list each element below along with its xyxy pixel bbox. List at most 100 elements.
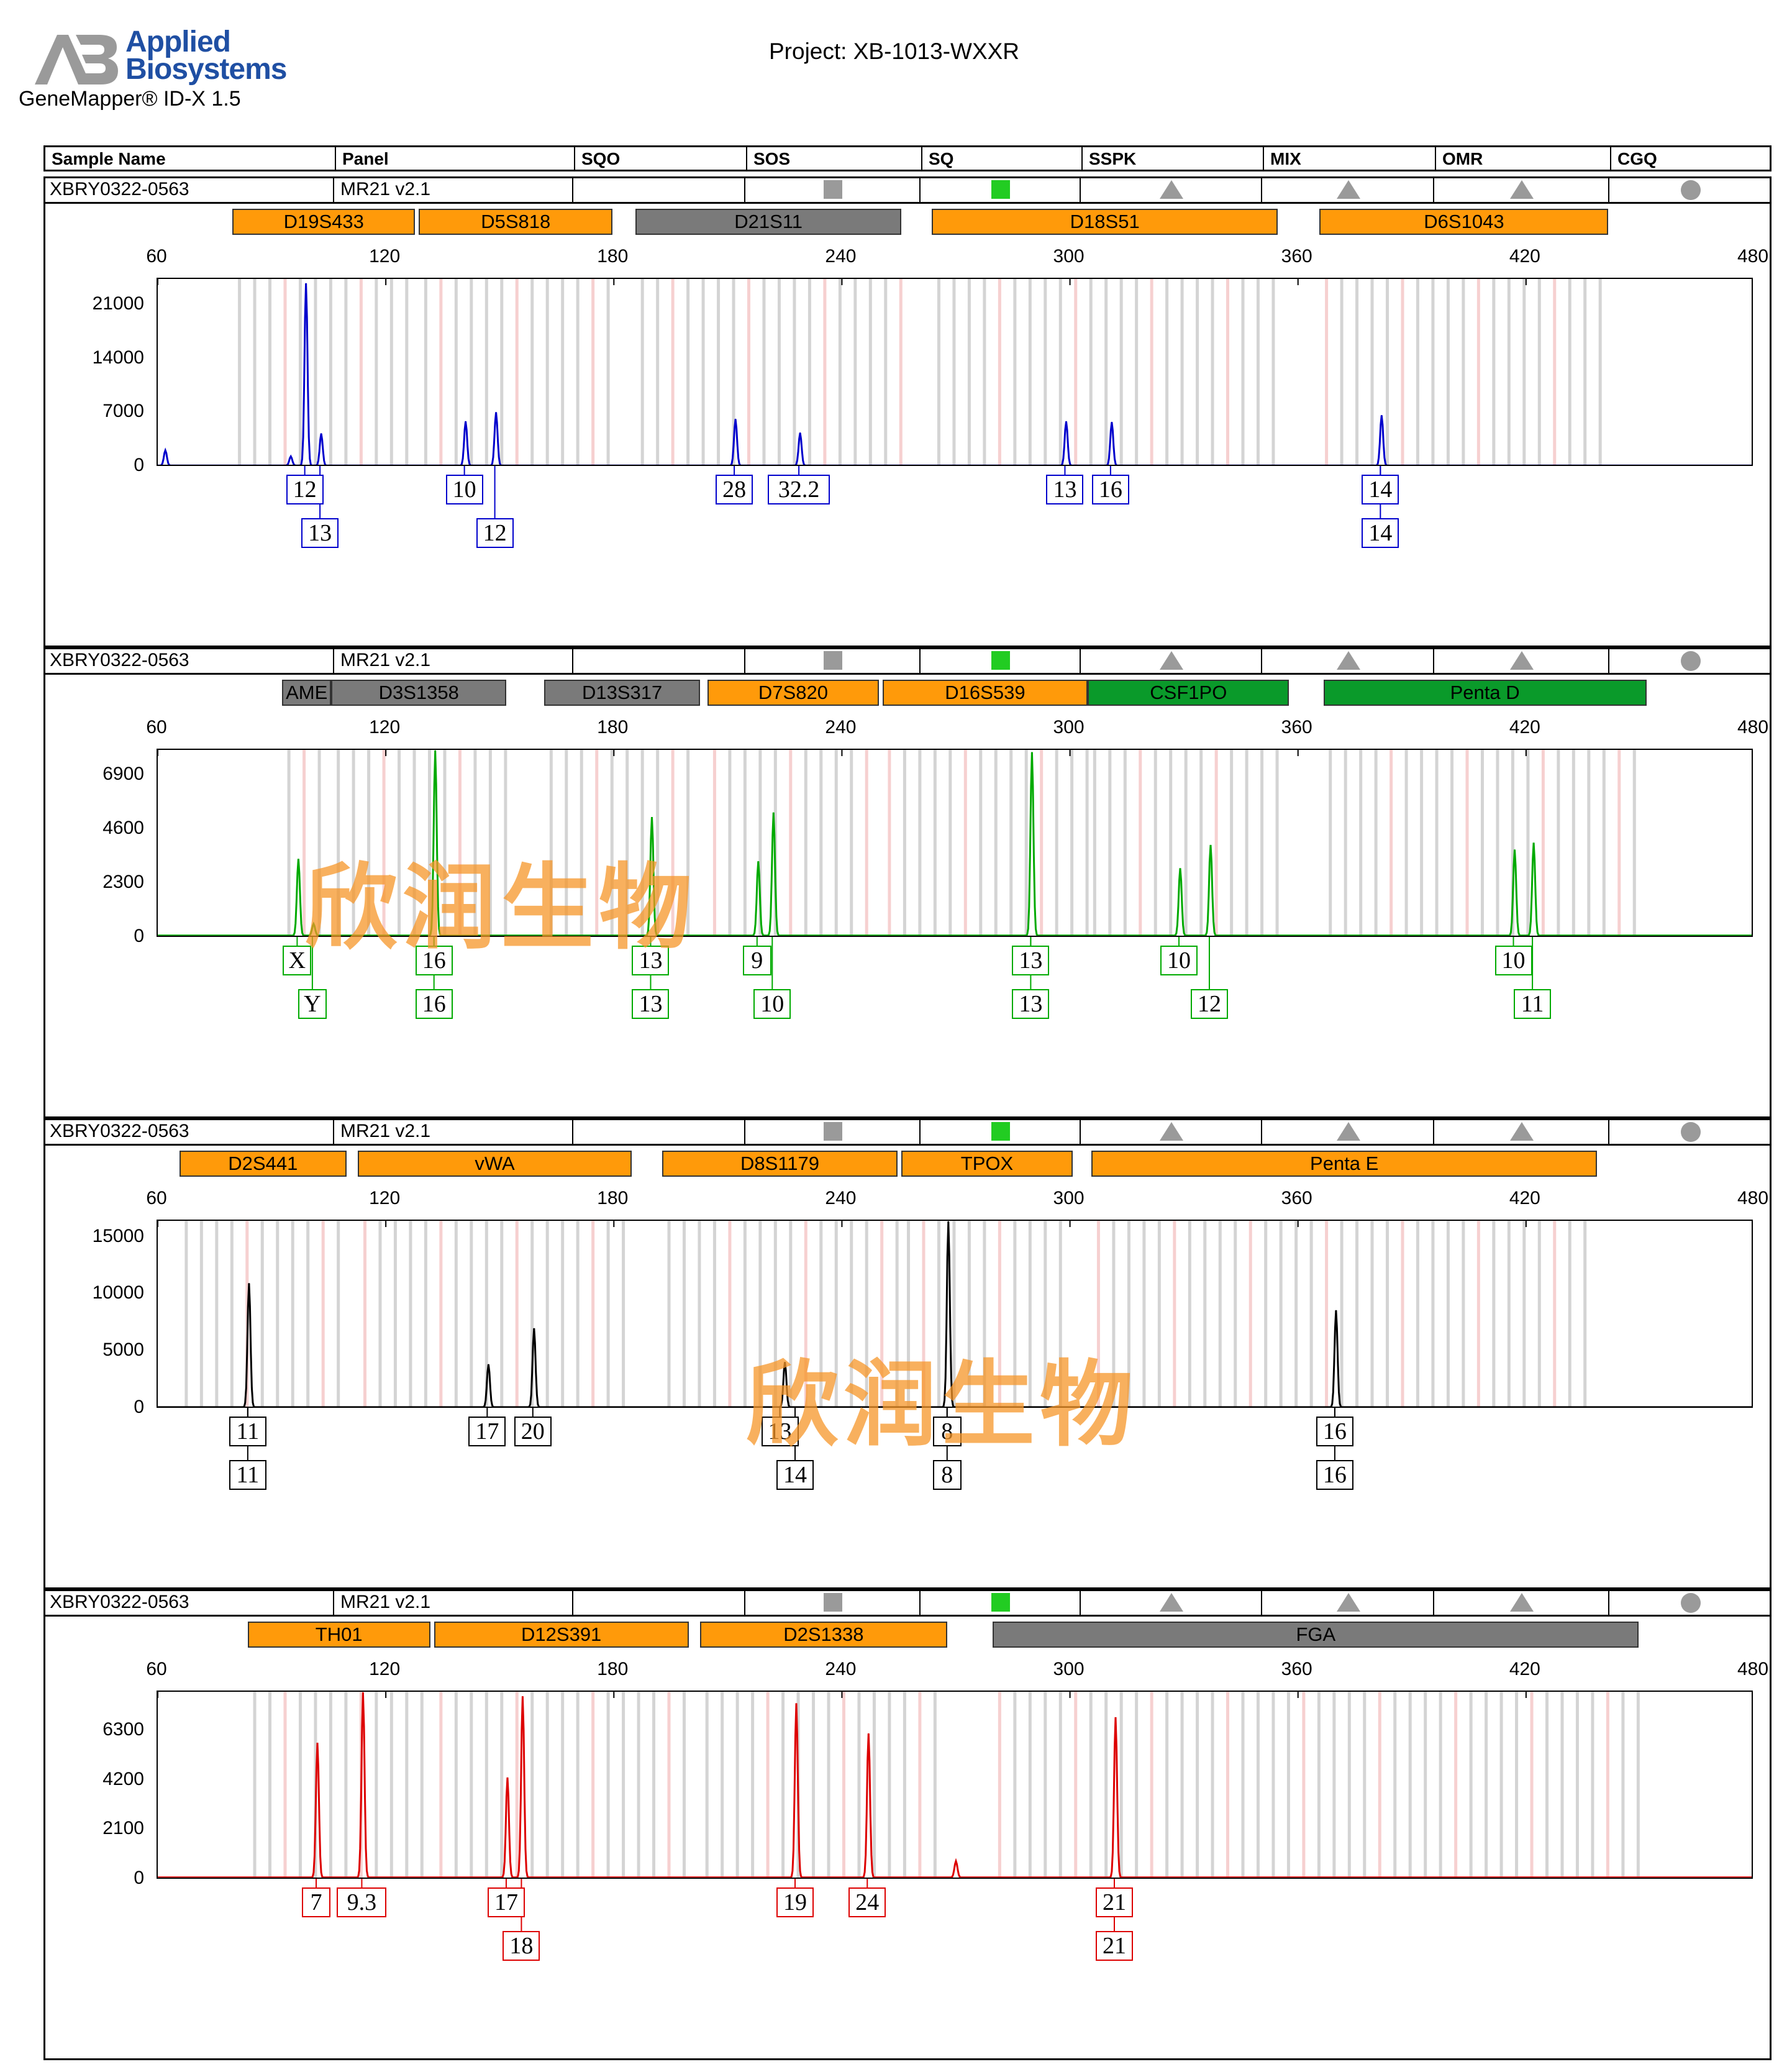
marker-d5s818[interactable]: D5S818 — [419, 209, 613, 235]
sample-row[interactable]: XBRY0322-0563 MR21 v2.1 — [43, 647, 1772, 675]
allele-label[interactable]: 13 — [1012, 989, 1050, 1019]
column-sspk[interactable]: SSPK — [1083, 147, 1264, 170]
marker-vwa[interactable]: vWA — [358, 1151, 632, 1177]
x-tick-label: 420 — [1509, 717, 1540, 737]
peak-mark — [1065, 421, 1067, 423]
column-panel[interactable]: Panel — [336, 147, 575, 170]
mix-flag-icon — [1336, 651, 1360, 670]
y-tick-label: 7000 — [102, 401, 144, 422]
allele-label[interactable]: 18 — [503, 1931, 540, 1961]
allele-label[interactable]: 11 — [229, 1417, 266, 1446]
x-tick-label: 120 — [369, 1188, 401, 1208]
allele-label[interactable]: 17 — [468, 1417, 506, 1446]
allele-label[interactable]: 13 — [1046, 475, 1084, 504]
marker-d2s441[interactable]: D2S441 — [179, 1151, 347, 1177]
allele-label[interactable]: 10 — [753, 989, 791, 1019]
column-sos[interactable]: SOS — [747, 147, 922, 170]
electropherogram-plot[interactable] — [157, 278, 1753, 466]
column-cgq[interactable]: CGQ — [1617, 149, 1657, 168]
column-sq[interactable]: SQ — [922, 147, 1083, 170]
allele-label[interactable]: 13 — [761, 1417, 799, 1446]
peak-mark — [784, 1362, 786, 1364]
sos-flag-icon — [824, 651, 842, 670]
allele-label[interactable]: Y — [298, 989, 327, 1019]
y-tick-label: 2300 — [102, 871, 144, 892]
allele-label[interactable]: 13 — [1012, 946, 1050, 975]
marker-d12s391[interactable]: D12S391 — [434, 1622, 689, 1648]
allele-label[interactable]: 32.2 — [768, 475, 830, 504]
marker-ame[interactable]: AME — [281, 680, 332, 706]
marker-d7s820[interactable]: D7S820 — [707, 680, 879, 706]
flag-cell-omr — [1434, 1118, 1609, 1144]
marker-d21s11[interactable]: D21S11 — [635, 209, 902, 235]
allele-label[interactable]: 20 — [514, 1417, 552, 1446]
x-tick-label: 420 — [1509, 246, 1540, 267]
electropherogram-plot[interactable] — [157, 1220, 1753, 1408]
marker-th01[interactable]: TH01 — [247, 1622, 430, 1648]
allele-label[interactable]: 28 — [716, 475, 753, 504]
allele-label[interactable]: 9.3 — [337, 1887, 387, 1917]
allele-label[interactable]: 19 — [776, 1887, 814, 1917]
panel-frame — [43, 1589, 1772, 2060]
sample-row[interactable]: XBRY0322-0563 MR21 v2.1 — [43, 176, 1772, 204]
allele-label[interactable]: 7 — [302, 1887, 330, 1917]
marker-d18s51[interactable]: D18S51 — [932, 209, 1278, 235]
allele-label[interactable]: 8 — [932, 1417, 962, 1446]
allele-label[interactable]: 16 — [415, 989, 453, 1019]
marker-penta-e[interactable]: Penta E — [1091, 1151, 1598, 1177]
marker-d2s1338[interactable]: D2S1338 — [700, 1622, 947, 1648]
allele-label[interactable]: 24 — [848, 1887, 886, 1917]
electropherogram-plot[interactable] — [157, 1691, 1753, 1879]
allele-label[interactable]: 8 — [932, 1460, 962, 1490]
allele-label[interactable]: 13 — [301, 518, 339, 548]
allele-label[interactable]: 10 — [1494, 946, 1532, 975]
column-header-row: Sample Name Panel SQO SOS SQ SSPK MIX OM… — [43, 145, 1772, 171]
marker-d6s1043[interactable]: D6S1043 — [1319, 209, 1609, 235]
allele-label[interactable]: X — [283, 946, 312, 975]
allele-label[interactable]: 14 — [1362, 475, 1399, 504]
allele-label[interactable]: 21 — [1096, 1887, 1133, 1917]
marker-d16s539[interactable]: D16S539 — [882, 680, 1088, 706]
allele-label[interactable]: 14 — [1362, 518, 1399, 548]
allele-label[interactable]: 10 — [445, 475, 483, 504]
peak-mark — [1030, 752, 1033, 755]
allele-label[interactable]: 16 — [1091, 475, 1129, 504]
marker-penta-d[interactable]: Penta D — [1323, 680, 1647, 706]
allele-label[interactable]: 16 — [1316, 1417, 1353, 1446]
allele-label[interactable]: 12 — [476, 518, 514, 548]
allele-label[interactable]: 16 — [1316, 1460, 1353, 1490]
allele-label[interactable]: 10 — [1160, 946, 1198, 975]
marker-tpox[interactable]: TPOX — [901, 1151, 1073, 1177]
allele-label[interactable]: 16 — [415, 946, 453, 975]
allele-label[interactable]: 11 — [1514, 989, 1552, 1019]
marker-d19s433[interactable]: D19S433 — [232, 209, 416, 235]
allele-label[interactable]: 12 — [286, 475, 324, 504]
allele-label[interactable]: 21 — [1096, 1931, 1133, 1961]
column-mix[interactable]: MIX — [1264, 147, 1436, 170]
allele-label[interactable]: 14 — [776, 1460, 814, 1490]
panel-frame — [43, 176, 1772, 647]
column-omr[interactable]: OMR — [1436, 147, 1611, 170]
x-tick-label: 120 — [369, 246, 401, 267]
sample-row[interactable]: XBRY0322-0563 MR21 v2.1 — [43, 1118, 1772, 1146]
allele-label[interactable]: 17 — [487, 1887, 525, 1917]
marker-d13s317[interactable]: D13S317 — [544, 680, 701, 706]
marker-fga[interactable]: FGA — [993, 1622, 1639, 1648]
column-sample-name[interactable]: Sample Name — [45, 147, 336, 170]
column-sqo[interactable]: SQO — [575, 147, 747, 170]
peak-mark — [799, 432, 801, 435]
flag-cell-mix — [1262, 176, 1434, 202]
marker-d8s1179[interactable]: D8S1179 — [662, 1151, 898, 1177]
marker-csf1po[interactable]: CSF1PO — [1088, 680, 1289, 706]
flag-cell-sos — [745, 647, 921, 673]
allele-label[interactable]: 12 — [1190, 989, 1228, 1019]
peak-mark — [1335, 1310, 1337, 1312]
marker-d3s1358[interactable]: D3S1358 — [331, 680, 506, 706]
allele-label[interactable]: 11 — [229, 1460, 266, 1490]
allele-label[interactable]: 13 — [632, 989, 670, 1019]
allele-label[interactable]: 9 — [742, 946, 771, 975]
electropherogram-plot[interactable] — [157, 749, 1753, 937]
sample-row[interactable]: XBRY0322-0563 MR21 v2.1 — [43, 1589, 1772, 1617]
cgq-flag-icon — [1680, 1122, 1701, 1142]
allele-label[interactable]: 13 — [632, 946, 670, 975]
